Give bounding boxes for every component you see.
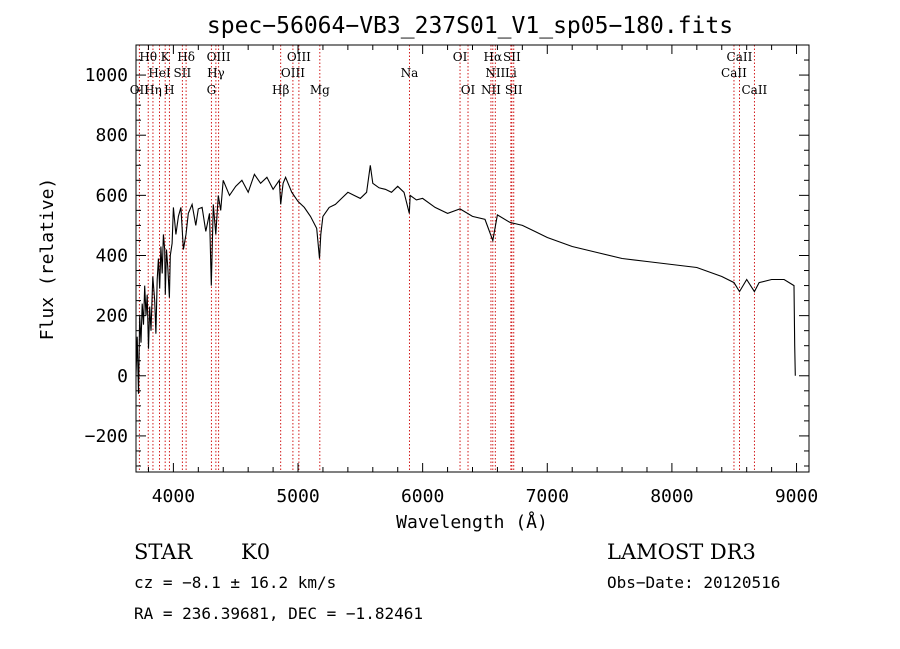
line-label: G [207,83,217,97]
line-label: H [164,83,174,97]
y-tick-label: 200 [95,306,128,327]
line-label: CaII [727,50,753,64]
line-label: OIII [281,66,305,80]
line-label: OIII [207,50,231,64]
object-subclass-label: K0 [241,540,270,564]
line-label: Li [505,66,517,80]
line-label: Hα [484,50,503,64]
y-tick-label: 0 [117,366,128,387]
line-label: SII [505,83,523,97]
x-tick-label: 4000 [152,486,195,507]
line-label: SII [503,50,521,64]
x-tick-label: 8000 [650,486,693,507]
x-tick-label: 9000 [775,486,818,507]
line-label: SII [174,66,192,80]
line-label: Hθ [139,50,157,64]
redshift-text: cz = −8.1 ± 16.2 km/s [134,573,336,592]
line-label: NII [481,83,501,97]
y-axis-label: Flux (relative) [37,178,58,341]
spectral-line-labels: OIIHθHηHeIKHSIIHδGHγOIIIHβOIIIOIIIMgNaOI… [130,50,768,97]
line-label: Na [401,66,419,80]
line-label: Mg [310,83,330,97]
line-label: OI [461,83,476,97]
plot-frame [135,44,810,473]
line-label: CaII [721,66,747,80]
line-label: Hδ [177,50,195,64]
obs-date-text: Obs−Date: 20120516 [607,573,780,592]
x-tick-label: 7000 [526,486,569,507]
line-label: CaII [741,83,767,97]
line-label: OIII [287,50,311,64]
line-label: Hγ [207,66,225,80]
line-label: HeI [148,66,171,80]
coordinates-text: RA = 236.39681, DEC = −1.82461 [134,604,423,623]
line-label: K [161,50,171,64]
flux-series-line [135,165,796,394]
x-axis-label: Wavelength (Å) [396,511,548,533]
chart-title: spec−56064−VB3_237S01_V1_sp05−180.fits [207,13,733,39]
object-class-label: STAR [134,540,193,564]
line-label: NII [485,66,505,80]
x-tick-label: 6000 [401,486,444,507]
y-tick-label: 1000 [85,65,128,86]
survey-label: LAMOST DR3 [607,540,756,564]
y-tick-label: 800 [95,125,128,146]
line-label: OI [453,50,468,64]
x-tick-label: 5000 [276,486,319,507]
y-tick-label: −200 [85,426,128,447]
line-label: Hη [144,83,162,97]
y-tick-label: 400 [95,245,128,266]
y-tick-label: 600 [95,185,128,206]
axis-ticks: 4000 5000 6000 7000 8000 9000 −200 0 200 400 600 80… [85,44,818,507]
spectral-line-markers [138,45,755,472]
line-label: Hβ [272,83,289,97]
